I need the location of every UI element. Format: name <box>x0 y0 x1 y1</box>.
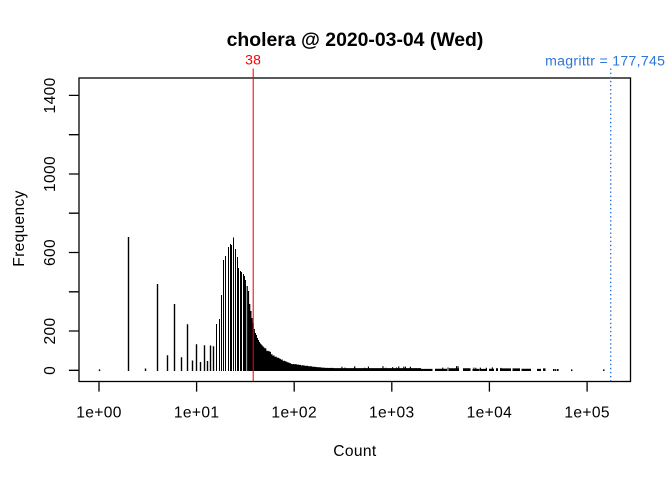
svg-text:Frequency: Frequency <box>11 190 28 266</box>
svg-text:0: 0 <box>42 366 59 375</box>
svg-text:200: 200 <box>42 317 59 344</box>
svg-text:cholera @ 2020-03-04 (Wed): cholera @ 2020-03-04 (Wed) <box>227 29 484 51</box>
svg-text:38: 38 <box>245 51 261 67</box>
svg-text:1e+02: 1e+02 <box>271 404 317 421</box>
svg-text:magrittr = 177,745: magrittr = 177,745 <box>545 52 665 68</box>
svg-text:1e+05: 1e+05 <box>564 404 610 421</box>
svg-text:1400: 1400 <box>42 77 59 113</box>
svg-text:1e+04: 1e+04 <box>467 404 513 421</box>
svg-text:1e+03: 1e+03 <box>369 404 415 421</box>
svg-text:1000: 1000 <box>42 156 59 192</box>
svg-text:1e+01: 1e+01 <box>174 404 220 421</box>
svg-text:1e+00: 1e+00 <box>76 404 122 421</box>
svg-text:Count: Count <box>333 443 377 460</box>
svg-text:600: 600 <box>42 239 59 266</box>
